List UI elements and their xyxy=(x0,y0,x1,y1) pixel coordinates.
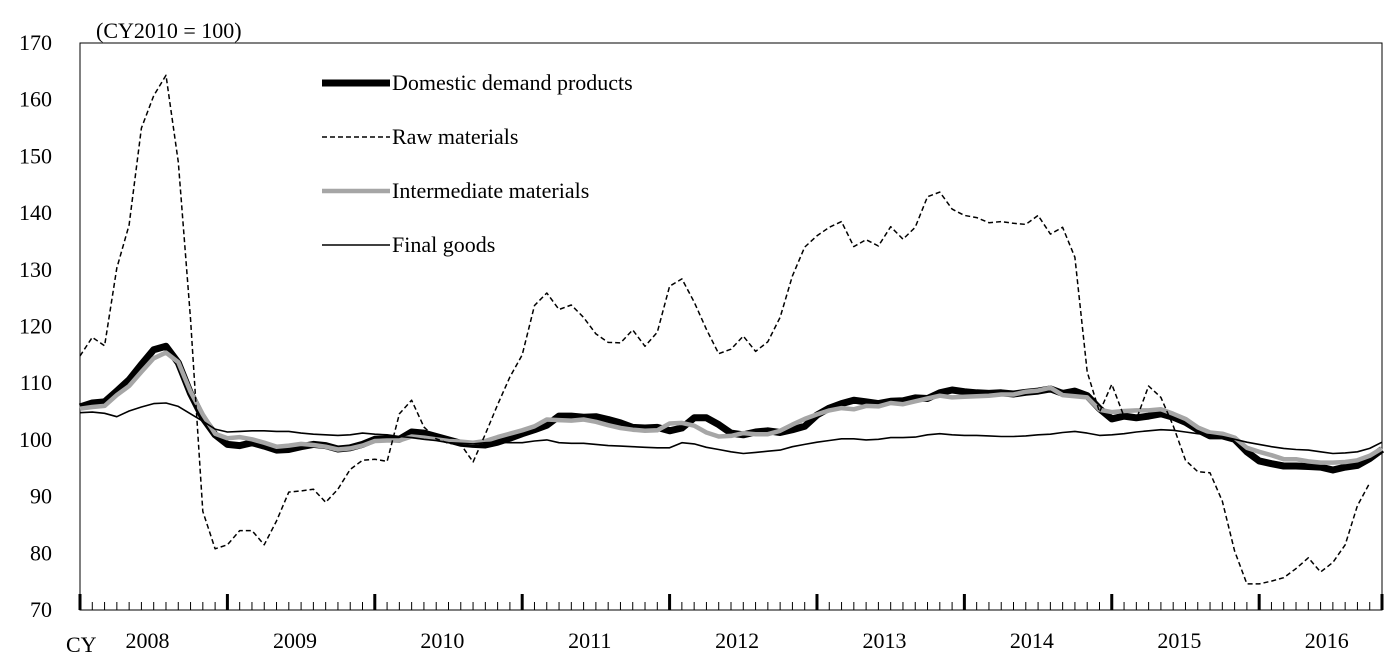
y-tick-label: 90 xyxy=(30,484,52,509)
y-tick-label: 120 xyxy=(19,314,52,339)
x-axis: 2008 2009 2010 2011 2012 2013 2014 2015 2016 xyxy=(78,594,1384,653)
legend-label: Intermediate materials xyxy=(392,178,589,203)
y-tick-label: 80 xyxy=(30,540,52,565)
x-prefix-label: CY xyxy=(66,632,97,657)
series-line-1 xyxy=(79,74,1371,585)
y-tick-label: 70 xyxy=(30,597,52,622)
y-tick-label: 170 xyxy=(19,30,52,55)
x-year-label: 2012 xyxy=(715,628,759,653)
y-tick-label: 160 xyxy=(19,87,52,112)
series-line-3 xyxy=(79,402,1383,455)
x-year-label: 2010 xyxy=(420,628,464,653)
y-tick-label: 150 xyxy=(19,143,52,168)
series-line-0 xyxy=(78,342,1384,474)
x-year-label: 2009 xyxy=(273,628,317,653)
x-year-label: 2011 xyxy=(568,628,611,653)
y-tick-label: 110 xyxy=(20,370,52,395)
legend-label: Final goods xyxy=(392,232,495,257)
series-layer xyxy=(78,74,1384,585)
series-line-2 xyxy=(79,350,1384,465)
y-tick-label: 140 xyxy=(19,200,52,225)
legend: Domestic demand products Raw materials Int… xyxy=(322,70,633,257)
y-tick-label: 130 xyxy=(19,257,52,282)
plot-frame xyxy=(79,42,1383,611)
x-year-label: 2008 xyxy=(126,628,170,653)
x-year-label: 2013 xyxy=(863,628,907,653)
y-tick-label: 100 xyxy=(19,427,52,452)
y-axis: 70 80 90 100 110 120 130 140 150 160 170 xyxy=(19,30,52,622)
x-year-label: 2014 xyxy=(1010,628,1054,653)
x-year-label: 2016 xyxy=(1305,628,1349,653)
x-year-label: 2015 xyxy=(1157,628,1201,653)
unit-note: (CY2010 = 100) xyxy=(96,18,242,43)
legend-label: Domestic demand products xyxy=(392,70,633,95)
legend-label: Raw materials xyxy=(392,124,518,149)
